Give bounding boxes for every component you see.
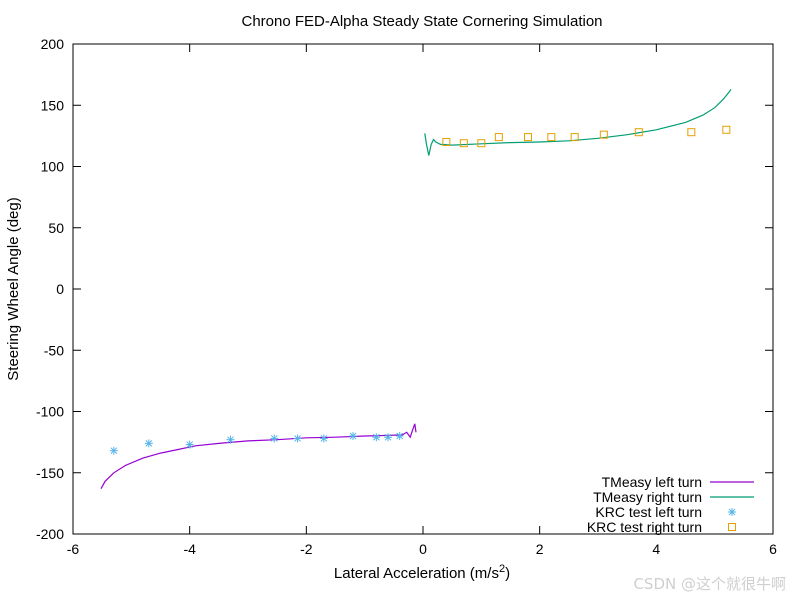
data-point (477, 139, 486, 148)
series-line (424, 88, 732, 156)
y-tick-label: -100 (36, 404, 64, 420)
data-point (599, 130, 608, 139)
data-point (547, 133, 556, 142)
series-layer (100, 88, 732, 489)
series-2 (109, 432, 404, 455)
series-1 (424, 88, 732, 156)
y-tick-label: -150 (36, 465, 64, 481)
data-point (226, 435, 235, 444)
y-tick-label: 100 (41, 159, 65, 175)
x-axis-label: Lateral Acceleration (m/s2) (334, 563, 510, 582)
data-point (144, 439, 153, 448)
x-tick-label: 4 (652, 541, 660, 557)
legend-label: TMeasy right turn (593, 489, 702, 505)
data-point (293, 434, 302, 443)
y-tick-label: 0 (56, 281, 64, 297)
series-line (100, 423, 417, 489)
data-point (524, 133, 532, 142)
x-axis-label-close: ) (505, 565, 510, 582)
data-point (109, 446, 118, 455)
legend-label: TMeasy left turn (602, 474, 702, 490)
x-tick-label: -4 (183, 541, 196, 557)
data-point (494, 133, 503, 142)
data-point (442, 138, 451, 146)
y-tick-label: -50 (44, 342, 64, 358)
x-tick-label: 6 (769, 541, 777, 557)
watermark: CSDN @这个就很牛啊 (633, 575, 786, 593)
axis-ticks: -6 -4 -2 0 2 4 6 -200 -150 -100 -50 0 50 100 150 200 (36, 36, 777, 557)
data-point (570, 133, 579, 142)
y-tick-label: 50 (48, 220, 64, 236)
data-point (634, 128, 643, 137)
legend-swatch (728, 523, 736, 531)
data-point (185, 440, 194, 449)
data-point (372, 433, 381, 442)
data-point (459, 139, 468, 148)
legend-swatch (728, 508, 736, 516)
x-axis-label-main: Lateral Acceleration (m/s (334, 565, 499, 582)
legend-label: KRC test right turn (587, 519, 702, 535)
data-point (319, 434, 328, 443)
data-point (270, 434, 279, 443)
y-tick-label: -200 (36, 526, 64, 542)
y-tick-label: 200 (41, 36, 65, 52)
x-tick-label: 2 (536, 541, 544, 557)
data-point (349, 432, 357, 440)
x-tick-label: 0 (419, 541, 427, 557)
series-3 (442, 125, 731, 148)
legend-label: KRC test left turn (595, 504, 702, 520)
data-point (384, 433, 392, 442)
x-tick-label: -2 (300, 541, 313, 557)
data-point (722, 125, 731, 134)
series-0 (100, 423, 417, 489)
data-point (687, 128, 696, 137)
data-point (395, 432, 404, 440)
y-tick-label: 150 (41, 97, 65, 113)
chart-title: Chrono FED-Alpha Steady State Cornering … (241, 13, 602, 30)
x-tick-label: -6 (67, 541, 80, 557)
plot-frame (72, 43, 774, 535)
y-axis-label: Steering Wheel Angle (deg) (5, 197, 22, 380)
x-axis-label-superscript: 2 (499, 563, 505, 575)
